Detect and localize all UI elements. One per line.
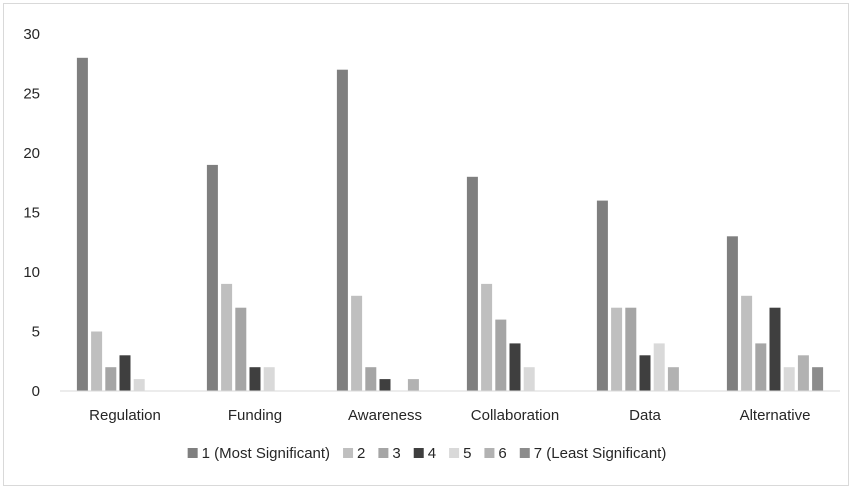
y-tick-label: 20: [23, 145, 40, 162]
y-tick-label: 15: [23, 205, 40, 222]
bar-funding-series-4: [249, 367, 261, 391]
bar-funding-series-1: [206, 164, 218, 391]
bar-funding-series-5: [263, 367, 275, 391]
bar-data-series-2: [611, 307, 623, 391]
legend-item: 2: [343, 445, 365, 462]
legend-label: 6: [498, 445, 506, 462]
legend-item: 7 (Least Significant): [519, 445, 667, 462]
x-category-label: Alternative: [740, 407, 811, 424]
bar-regulation-series-4: [119, 355, 131, 391]
legend-item: 5: [449, 445, 471, 462]
y-tick-label: 10: [23, 264, 40, 281]
bar-alternative-series-1: [726, 236, 738, 391]
x-category-label: Regulation: [89, 407, 161, 424]
legend-swatch: [484, 448, 495, 458]
bar-regulation-series-5: [133, 379, 145, 391]
bar-collaboration-series-4: [509, 343, 521, 391]
bar-alternative-series-6: [797, 355, 809, 391]
legend-swatch: [378, 448, 389, 458]
bar-funding-series-3: [235, 307, 247, 391]
bar-collaboration-series-3: [495, 319, 507, 391]
legend-label: 3: [392, 445, 400, 462]
chart-frame: 0 5 10 15 20 25 30 Regulation Funding Awareness C…: [3, 3, 849, 486]
bar-collaboration-series-5: [523, 367, 535, 391]
bar-funding-series-2: [221, 283, 233, 391]
bar-alternative-series-7: [812, 367, 824, 391]
bar-data-series-4: [639, 355, 651, 391]
bar-data-series-3: [625, 307, 637, 391]
bar-data-series-1: [596, 200, 608, 391]
bar-data-series-6: [667, 367, 679, 391]
y-tick-label: 5: [32, 324, 40, 341]
bar-alternative-series-5: [783, 367, 795, 391]
bar-alternative-series-4: [769, 307, 781, 391]
bar-data-series-5: [653, 343, 665, 391]
x-category-label: Funding: [228, 407, 282, 424]
legend-swatch: [187, 448, 198, 458]
legend-label: 2: [357, 445, 365, 462]
legend-swatch: [449, 448, 460, 458]
bar-alternative-series-3: [755, 343, 767, 391]
legend-item: 6: [484, 445, 507, 462]
legend-swatch: [343, 448, 354, 458]
legend-item: 3: [378, 445, 401, 462]
x-category-label: Data: [629, 407, 661, 424]
bar-awareness-series-1: [336, 69, 348, 391]
bar-awareness-series-3: [365, 367, 377, 391]
bar-awareness-series-4: [379, 379, 391, 391]
x-category-label: Collaboration: [471, 407, 559, 424]
legend-label: 7 (Least Significant): [534, 445, 667, 462]
legend-label: 1 (Most Significant): [202, 445, 330, 462]
bar-awareness-series-2: [351, 295, 363, 391]
legend-swatch: [413, 448, 424, 458]
legend: 1 (Most Significant) 2 3 4 5 6 7 (Least Signif…: [187, 445, 667, 462]
bar-regulation-series-1: [76, 57, 88, 392]
y-axis-tick-labels: 0 5 10 15 20 25 30: [23, 26, 40, 400]
bar-regulation-series-3: [105, 367, 117, 391]
bar-alternative-series-2: [741, 295, 753, 391]
x-axis-category-labels: Regulation Funding Awareness Collaboration D…: [89, 407, 810, 424]
bar-collaboration-series-1: [466, 176, 478, 391]
bar-series: [76, 57, 824, 392]
legend-swatch: [519, 448, 530, 458]
bar-collaboration-series-2: [481, 283, 493, 391]
legend-item: 1 (Most Significant): [187, 445, 330, 462]
bar-awareness-series-6: [407, 379, 419, 391]
y-tick-label: 30: [23, 26, 40, 43]
y-tick-label: 25: [23, 86, 40, 103]
legend-item: 4: [413, 445, 436, 462]
legend-label: 4: [428, 445, 436, 462]
legend-label: 5: [463, 445, 471, 462]
y-tick-label: 0: [32, 383, 40, 400]
bar-regulation-series-2: [91, 331, 103, 391]
x-category-label: Awareness: [348, 407, 422, 424]
